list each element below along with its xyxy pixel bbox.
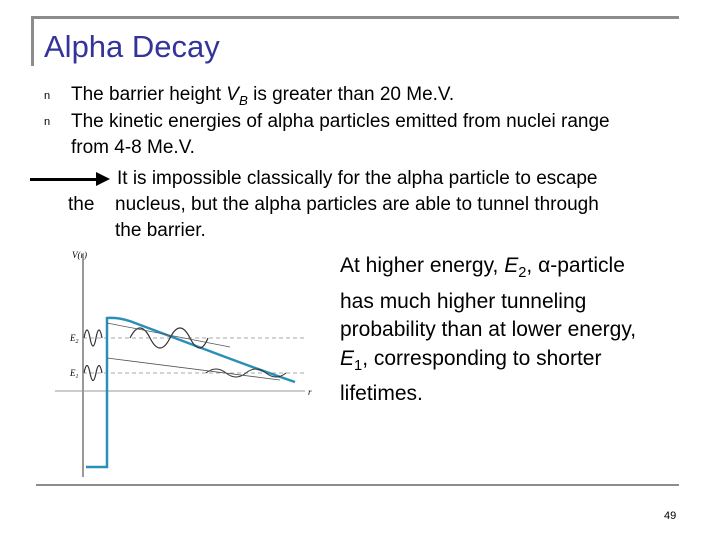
- bullet-text-line2: from 4-8 Me.V.: [71, 137, 195, 158]
- arrow-text-line3: the barrier.: [115, 220, 206, 241]
- bullet-text: The barrier height: [71, 84, 227, 105]
- side-line3: probability than at lower energy,: [340, 318, 637, 342]
- slide-frame-bottom: [36, 484, 679, 486]
- bullet-item-barrier: The barrier height VB is greater than 20…: [71, 82, 454, 114]
- level-label-e2: E2: [69, 333, 79, 345]
- y-axis-label: V(r): [72, 250, 87, 260]
- wave-e1-tunneled: [205, 368, 287, 378]
- coulomb-barrier-curve: [86, 316, 296, 469]
- wave-e1: [83, 364, 103, 382]
- variable-v: V: [226, 84, 239, 105]
- bullet-marker: n: [44, 90, 51, 102]
- side-line4: E1, corresponding to shorter: [340, 346, 602, 374]
- arrow-right-icon: [96, 172, 110, 186]
- level-label-e1: E1: [69, 368, 79, 380]
- side-line5: lifetimes.: [340, 382, 423, 406]
- slide-frame-top: [31, 16, 679, 19]
- arrow-text-the: the: [68, 194, 95, 215]
- decay-line-e2: [106, 322, 231, 348]
- arrow-shaft: [30, 178, 100, 181]
- arrow-text-line2: nucleus, but the alpha particles are abl…: [115, 194, 599, 215]
- slide-frame-left: [31, 16, 34, 66]
- decay-line-e1: [106, 357, 281, 381]
- bullet-text: is greater than 20 Me.V.: [247, 84, 455, 105]
- bullet-item-energies: The kinetic energies of alpha particles …: [71, 109, 610, 161]
- side-explanation: At higher energy, E2, α-particle has muc…: [340, 252, 680, 409]
- side-line1: At higher energy, E2, α-particle: [340, 254, 625, 282]
- potential-tunneling-figure: V(r) r E2 E1: [55, 250, 312, 477]
- page-number: 49: [664, 510, 677, 522]
- subscript-b: B: [238, 92, 248, 108]
- arrow-text-line1: It is impossible classically for the alp…: [117, 168, 598, 189]
- slide-title: Alpha Decay: [44, 29, 220, 64]
- x-axis-label: r: [308, 387, 312, 397]
- bullet-marker: n: [44, 116, 51, 128]
- side-line2: has much higher tunneling: [340, 289, 587, 313]
- bullet-text-line1: The kinetic energies of alpha particles …: [71, 111, 610, 132]
- wave-e2: [83, 329, 103, 347]
